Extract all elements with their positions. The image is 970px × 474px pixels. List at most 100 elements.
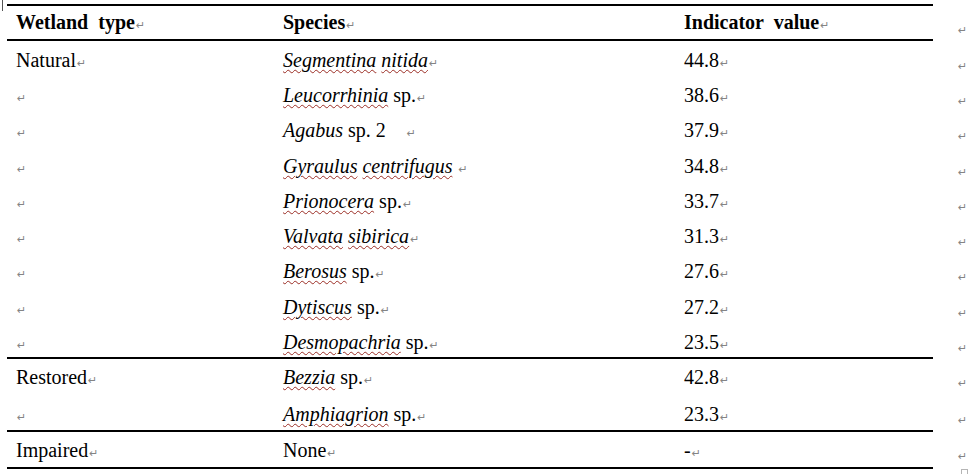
wetland-type-cell: Natural↵	[16, 49, 86, 75]
species-name: None	[283, 439, 326, 461]
paragraph-mark-icon: ↵	[958, 271, 967, 284]
species-cell: Prionocera sp.↵	[283, 190, 412, 216]
paragraph-mark-icon: ↵	[417, 411, 426, 424]
table-bottom-border	[7, 467, 933, 469]
indicator-value-cell: 42.8↵	[684, 366, 729, 392]
species-suffix: sp.	[347, 260, 375, 282]
table-header-row: Wetland type↵ Species↵ Indicator value↵ …	[0, 11, 970, 37]
end-of-row-mark: ↵	[957, 263, 967, 289]
species-name: Desmopachria	[283, 331, 401, 353]
end-of-row-mark: ↵	[957, 406, 967, 432]
paragraph-mark-icon: ↵	[820, 19, 829, 32]
species-cell: Segmentina nitida↵	[283, 49, 438, 75]
document-table-page: Wetland type↵ Species↵ Indicator value↵ …	[0, 0, 970, 474]
paragraph-mark-icon: ↵	[17, 92, 26, 105]
indicator-value-cell: 31.3↵	[684, 225, 729, 251]
paragraph-mark-icon: ↵	[720, 268, 729, 281]
species-name: Segmentina	[283, 49, 376, 71]
table-row: ↵Desmopachria sp.↵23.5↵↵	[0, 331, 970, 357]
column-header-indicator-value: Indicator value↵	[684, 11, 829, 37]
paragraph-mark-icon: ↵	[17, 304, 26, 317]
paragraph-mark-icon: ↵	[958, 342, 967, 355]
species-suffix: sp. 2	[343, 119, 386, 141]
table-row: ↵Leucorrhinia sp.↵38.6↵↵	[0, 84, 970, 110]
paragraph-mark-icon: ↵	[410, 233, 419, 246]
paragraph-mark-icon: ↵	[430, 339, 439, 352]
paragraph-mark-icon: ↵	[381, 304, 390, 317]
paragraph-mark-icon: ↵	[958, 414, 967, 427]
paragraph-mark-icon: ↵	[17, 268, 26, 281]
wetland-type-cell: ↵	[16, 119, 26, 145]
species-cell: Berosus sp.↵	[283, 260, 385, 286]
indicator-value: 23.5	[684, 331, 719, 353]
table-header-rule	[7, 39, 933, 41]
end-of-row-mark: ↵	[957, 87, 967, 113]
paragraph-mark-icon: ↵	[720, 411, 729, 424]
table-section-rule-2	[7, 430, 933, 432]
end-of-row-mark: ↵	[957, 193, 967, 219]
table-row: Natural↵Segmentina nitida↵44.8↵↵	[0, 49, 970, 75]
species-name: Valvata	[283, 225, 343, 247]
species-suffix: sp.	[388, 84, 416, 106]
paragraph-mark-icon: ↵	[403, 198, 412, 211]
indicator-value: 42.8	[684, 366, 719, 388]
indicator-value: 44.8	[684, 49, 719, 71]
paragraph-mark-icon: ↵	[958, 24, 967, 37]
wetland-type-cell: ↵	[16, 331, 26, 357]
paragraph-mark-icon: ↵	[17, 163, 26, 176]
end-of-row-mark: ↵	[957, 228, 967, 254]
paragraph-mark-icon: ↵	[958, 377, 967, 390]
species-cell: Bezzia sp.↵	[283, 366, 373, 392]
indicator-value: 38.6	[684, 84, 719, 106]
paragraph-mark-icon: ↵	[17, 339, 26, 352]
species-name: nitida	[381, 49, 428, 71]
paragraph-mark-icon: ↵	[417, 92, 426, 105]
table-row: ↵Dytiscus sp.↵27.2↵↵	[0, 296, 970, 322]
wetland-type-cell: Impaired↵	[16, 439, 98, 465]
table-row: Impaired↵None↵-↵↵	[0, 439, 970, 465]
table-resize-handle-icon[interactable]	[961, 469, 968, 474]
wetland-type-cell: Restored↵	[16, 366, 97, 392]
indicator-value-cell: 27.2↵	[684, 296, 729, 322]
left-boundary-tick	[2, 0, 3, 11]
wetland-type-label: Restored	[16, 366, 87, 388]
indicator-value: 23.3	[684, 403, 719, 425]
species-name: Dytiscus	[283, 296, 352, 318]
species-cell: Amphiagrion sp.↵	[283, 403, 427, 429]
end-of-row-mark: ↵	[957, 52, 967, 78]
table-row: ↵Gyraulus centrifugus ↵34.8↵↵	[0, 155, 970, 181]
paragraph-mark-icon: ↵	[958, 236, 967, 249]
paragraph-mark-icon: ↵	[958, 60, 967, 73]
end-of-row-mark: ↵	[957, 16, 967, 42]
species-cell: None↵	[283, 439, 337, 465]
paragraph-mark-icon: ↵	[720, 92, 729, 105]
indicator-value-cell: 33.7↵	[684, 190, 729, 216]
indicator-value-cell: 23.3↵	[684, 403, 729, 429]
species-suffix: sp.	[401, 331, 429, 353]
paragraph-mark-icon: ↵	[327, 447, 336, 460]
indicator-value: 34.8	[684, 155, 719, 177]
end-of-row-mark: ↵	[957, 158, 967, 184]
species-suffix: sp.	[335, 366, 363, 388]
indicator-value-cell: 23.5↵	[684, 331, 729, 357]
indicator-value: 27.6	[684, 260, 719, 282]
paragraph-mark-icon: ↵	[88, 374, 97, 387]
paragraph-mark-icon: ↵	[720, 127, 729, 140]
indicator-value: 31.3	[684, 225, 719, 247]
species-name: Leucorrhinia	[283, 84, 388, 106]
paragraph-mark-icon: ↵	[958, 307, 967, 320]
paragraph-mark-icon: ↵	[407, 127, 416, 140]
wetland-type-cell: ↵	[16, 190, 26, 216]
wetland-type-cell: ↵	[16, 225, 26, 251]
indicator-value-cell: 38.6↵	[684, 84, 729, 110]
wetland-type-label: Natural	[16, 49, 76, 71]
paragraph-mark-icon: ↵	[720, 57, 729, 70]
species-cell: Dytiscus sp.↵	[283, 296, 390, 322]
species-name: Gyraulus	[283, 155, 357, 177]
species-cell: Gyraulus centrifugus ↵	[283, 155, 468, 181]
paragraph-mark-icon: ↵	[720, 304, 729, 317]
paragraph-mark-icon: ↵	[17, 127, 26, 140]
indicator-value-cell: 27.6↵	[684, 260, 729, 286]
wetland-type-cell: ↵	[16, 260, 26, 286]
paragraph-mark-icon: ↵	[346, 19, 355, 32]
